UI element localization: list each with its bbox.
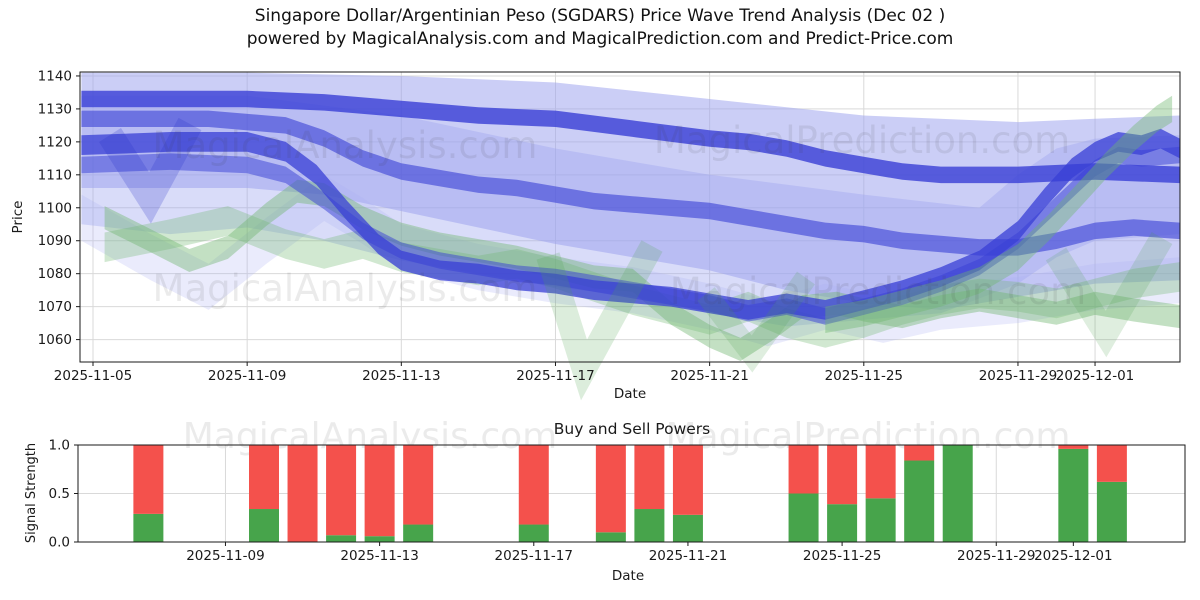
buy-bar-2025-11-28: [942, 445, 973, 542]
buy-bar-2025-11-14: [403, 524, 434, 542]
x-tick-label: 2025-11-05: [54, 368, 132, 384]
signal-grid: [78, 444, 1185, 543]
sell-bar-2025-11-12: [326, 445, 357, 536]
page-subtitle: powered by MagicalAnalysis.com and Magic…: [246, 29, 954, 49]
buy-bar-2025-11-17: [518, 524, 549, 542]
y-tick-label: 1090: [38, 233, 72, 249]
x-tick-label: 2025-11-29: [979, 368, 1057, 384]
sell-bar-2025-11-24: [788, 445, 819, 494]
sell-bar-2025-11-07: [133, 445, 164, 514]
wave-band-wave-green-zigzag: [104, 179, 1180, 361]
x-tick-label: 2025-11-21: [670, 368, 748, 384]
buy-bar-2025-12-01: [1058, 448, 1089, 542]
watermark-text: MagicalPrediction.com: [654, 119, 1070, 162]
signal-xaxis-label: Date: [612, 568, 644, 584]
watermark-text: MagicalAnalysis.com: [153, 124, 538, 167]
y-tick-label: 1110: [38, 167, 72, 183]
wave-band-wave-green-right-riser: [825, 95, 1173, 333]
signal-chart-title: Buy and Sell Powers: [554, 420, 711, 438]
x-tick-label: 2025-11-13: [362, 368, 440, 384]
price-yaxis-label: Price: [10, 201, 26, 234]
signal-bars: [133, 445, 1127, 542]
x-tick-label: 2025-12-01: [1034, 548, 1112, 564]
watermark-logo-chevron: [99, 117, 202, 224]
buy-bar-2025-11-13: [364, 536, 395, 542]
price-plot-border: [79, 71, 1181, 363]
x-tick-label: 2025-11-17: [495, 548, 573, 564]
sell-bar-2025-11-27: [904, 445, 935, 461]
watermark-logo-chevron: [1045, 231, 1173, 358]
buy-bar-2025-11-27: [904, 460, 935, 542]
x-tick-label: 2025-11-09: [186, 548, 264, 564]
y-tick-label: 0.0: [49, 535, 70, 551]
buy-bar-2025-11-24: [788, 493, 819, 542]
sell-bar-2025-11-10: [249, 445, 279, 510]
sell-bar-2025-11-26: [865, 445, 896, 499]
buy-bar-2025-11-19: [595, 532, 626, 542]
y-tick-label: 1130: [38, 101, 72, 117]
price-chart: MagicalAnalysis.com MagicalPrediction.com…: [10, 68, 1181, 402]
y-tick-label: 1060: [38, 332, 72, 348]
sell-bar-2025-11-14: [403, 445, 434, 525]
buy-bar-2025-11-25: [827, 504, 858, 542]
x-tick-label: 2025-11-25: [803, 548, 881, 564]
price-xaxis-label: Date: [614, 386, 646, 402]
x-tick-label: 2025-11-09: [208, 368, 286, 384]
x-tick-label: 2025-11-17: [516, 368, 594, 384]
watermark-logo-chevron: [697, 271, 815, 373]
signal-chart: MagicalAnalysis.com MagicalPrediction.com…: [24, 416, 1186, 584]
wave-band-wave-blue-gentle-decliner: [81, 110, 1180, 256]
buy-bar-2025-11-12: [326, 535, 357, 542]
y-tick-label: 1140: [38, 68, 72, 84]
y-tick-label: 1080: [38, 266, 72, 282]
watermark-text: MagicalAnalysis.com: [153, 267, 538, 310]
x-tick-label: 2025-11-29: [957, 548, 1035, 564]
buy-bar-2025-11-20: [634, 509, 665, 542]
sell-bar-2025-11-11: [287, 445, 318, 542]
y-tick-label: 1070: [38, 299, 72, 315]
sell-bar-2025-11-19: [595, 445, 626, 533]
signal-yaxis-label: Signal Strength: [24, 443, 39, 543]
wave-band-wave-blue-top-line: [81, 90, 1180, 184]
x-tick-label: 2025-11-21: [649, 548, 727, 564]
buy-bar-2025-11-07: [133, 513, 164, 542]
buy-bar-2025-11-26: [865, 498, 896, 542]
buy-bar-2025-12-02: [1096, 481, 1127, 542]
sell-bar-2025-12-01: [1058, 445, 1089, 449]
y-tick-label: 1100: [38, 200, 72, 216]
sell-bar-2025-11-21: [672, 445, 703, 515]
watermark-logo-chevron: [536, 240, 663, 401]
wave-band-wave-blue-diver-riser: [81, 128, 1180, 320]
x-tick-label: 2025-12-01: [1056, 368, 1134, 384]
y-tick-label: 1.0: [49, 438, 70, 454]
buy-bar-2025-11-21: [672, 514, 703, 542]
sell-bar-2025-11-13: [364, 445, 395, 537]
x-tick-label: 2025-11-13: [340, 548, 418, 564]
y-tick-label: 0.5: [49, 486, 70, 502]
sell-bar-2025-12-02: [1096, 445, 1127, 482]
wave-band-envelope-lavender-outer: [81, 72, 1180, 310]
sell-bar-2025-11-25: [827, 445, 858, 505]
watermark-text: MagicalPrediction.com: [670, 270, 1086, 313]
y-tick-label: 1120: [38, 134, 72, 150]
x-tick-label: 2025-11-25: [825, 368, 903, 384]
page-title: Singapore Dollar/Argentinian Peso (SGDAR…: [254, 6, 946, 26]
sell-bar-2025-11-17: [518, 445, 549, 525]
buy-bar-2025-11-10: [249, 509, 279, 542]
sell-bar-2025-11-20: [634, 445, 665, 510]
price-wave-bands: [81, 72, 1180, 361]
